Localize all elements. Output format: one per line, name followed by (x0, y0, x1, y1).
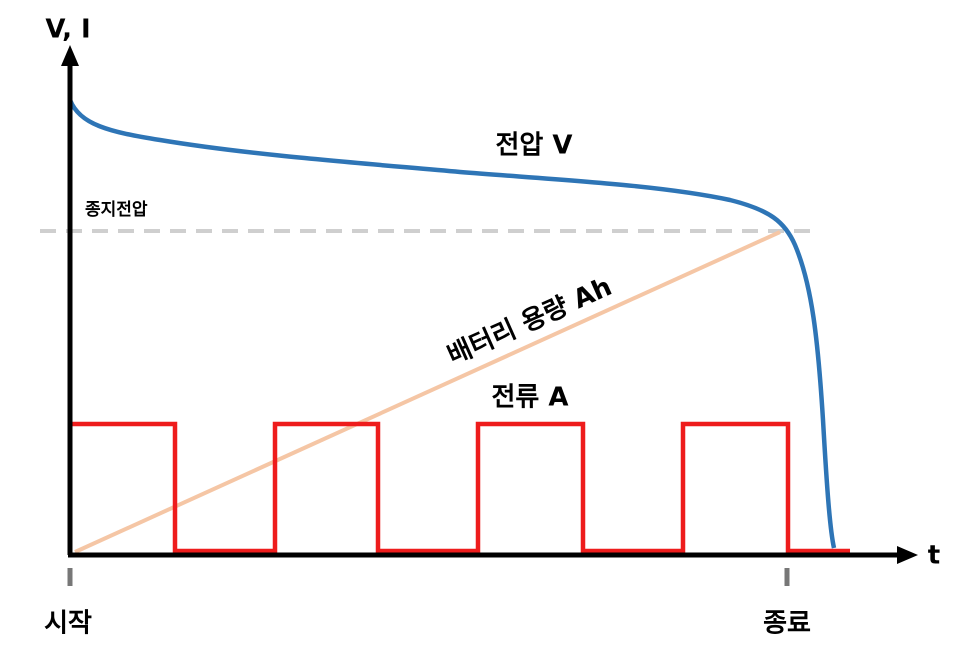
x-label: t (928, 541, 940, 571)
capacity-line (74, 230, 781, 554)
capacity-label: 배터리 용량 Ah (443, 272, 616, 371)
start-label: 시작 (44, 609, 92, 639)
y-arrow (61, 45, 79, 66)
cutoff-label: 종지전압 (85, 199, 148, 220)
x-arrow (897, 546, 918, 564)
current-label: 전류 A (491, 383, 568, 413)
current-wave (70, 421, 850, 554)
end-label: 종료 (763, 609, 811, 639)
voltage-label: 전압 V (495, 131, 572, 161)
voltage-curve (67, 99, 837, 549)
y-label: V, I (45, 15, 90, 45)
